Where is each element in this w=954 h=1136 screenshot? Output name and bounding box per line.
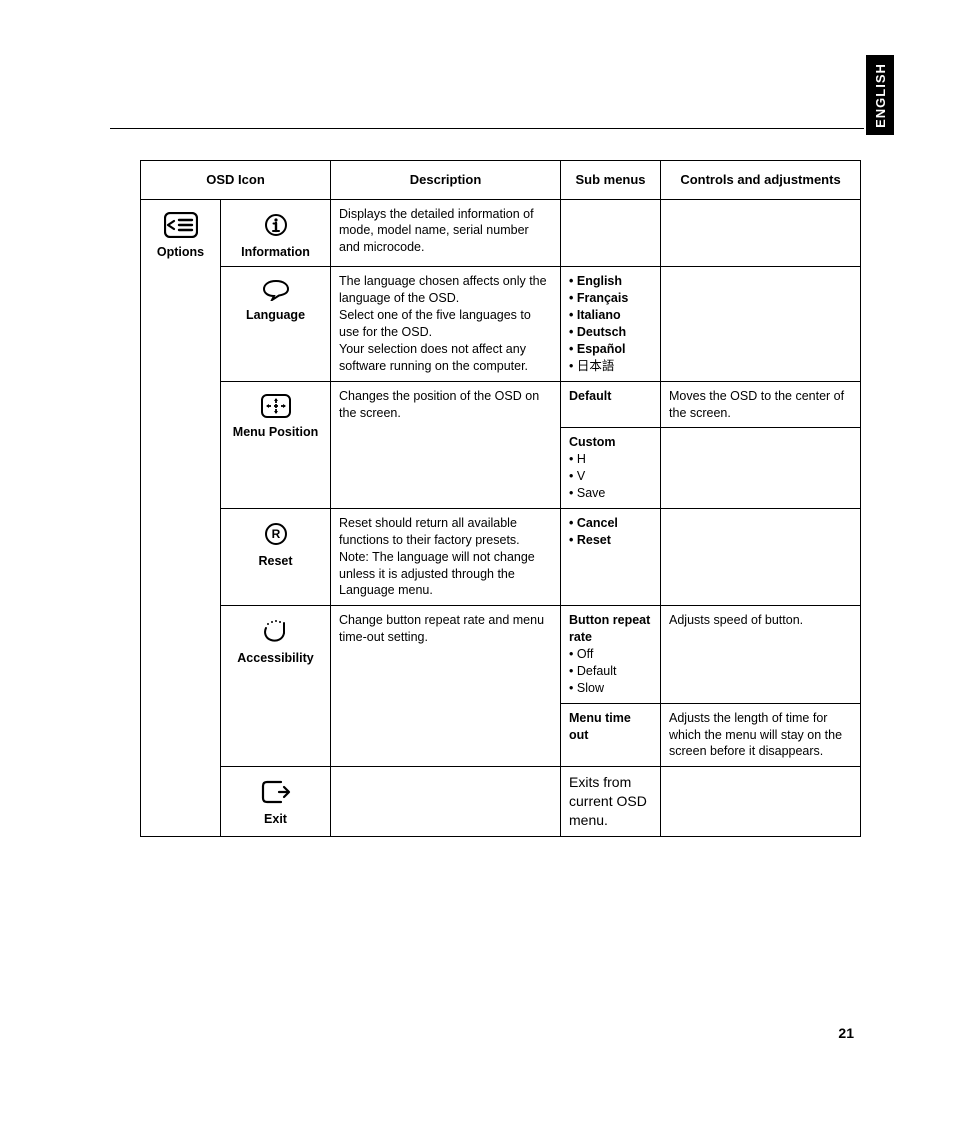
lang-opt-deutsch: Deutsch (577, 325, 626, 339)
page-number: 21 (838, 1025, 854, 1041)
accessibility-btn-title: Button repeat rate (569, 613, 650, 644)
lang-opt-japanese: 日本語 (577, 359, 615, 373)
information-sub (561, 199, 661, 267)
lang-opt-francais: Français (577, 291, 628, 305)
reset-desc: Reset should return all available functi… (331, 508, 561, 605)
information-icon (263, 212, 289, 238)
lang-opt-italiano: Italiano (577, 308, 621, 322)
lang-opt-english: English (577, 274, 622, 288)
row-reset: R Reset Reset should return all availabl… (141, 508, 861, 605)
menu-position-custom-title: Custom (569, 435, 616, 449)
accessibility-btn-off: Off (577, 647, 593, 661)
information-desc: Displays the detailed information of mod… (331, 199, 561, 267)
reset-icon: R (263, 521, 289, 547)
accessibility-icon-cell: Accessibility (221, 606, 331, 767)
exit-icon2-cell (331, 767, 561, 837)
language-label: Language (229, 307, 322, 324)
row-information: Options Information Displays the detaile… (141, 199, 861, 267)
exit-icon (261, 779, 291, 805)
exit-label: Exit (229, 811, 322, 828)
reset-label: Reset (229, 553, 322, 570)
exit-group-cell: Exit (221, 767, 331, 837)
accessibility-icon (261, 618, 291, 644)
accessibility-ctrl-button: Adjusts speed of button. (661, 606, 861, 703)
accessibility-sub-timeout: Menu time out (561, 703, 661, 767)
accessibility-sub-button: Button repeat rate • Off • Default • Slo… (561, 606, 661, 703)
osd-table: OSD Icon Description Sub menus Controls … (140, 160, 861, 837)
menu-position-sub-custom: Custom • H • V • Save (561, 428, 661, 509)
menu-position-desc: Changes the position of the OSD on the s… (331, 381, 561, 508)
accessibility-timeout-title: Menu time out (569, 711, 631, 742)
menu-position-custom-v: V (577, 469, 585, 483)
col-icon: OSD Icon (141, 161, 331, 200)
options-icon (164, 212, 198, 238)
col-ctrl: Controls and adjustments (661, 161, 861, 200)
information-icon-cell: Information (221, 199, 331, 267)
options-label: Options (149, 244, 212, 261)
language-icon (262, 279, 290, 301)
svg-text:R: R (271, 527, 280, 541)
table-header-row: OSD Icon Description Sub menus Controls … (141, 161, 861, 200)
accessibility-desc: Change button repeat rate and menu time-… (331, 606, 561, 767)
accessibility-label: Accessibility (229, 650, 322, 667)
row-menu-position-default: Menu Position Changes the position of th… (141, 381, 861, 428)
language-tab: ENGLISH (866, 55, 894, 135)
reset-icon-cell: R Reset (221, 508, 331, 605)
reset-opt-cancel: Cancel (577, 516, 618, 530)
menu-position-custom-save: Save (577, 486, 606, 500)
row-language: Language The language chosen affects onl… (141, 267, 861, 381)
accessibility-btn-slow: Slow (577, 681, 604, 695)
menu-position-custom-h: H (577, 452, 586, 466)
menu-position-default-label: Default (569, 389, 611, 403)
information-label: Information (229, 244, 322, 261)
language-icon-cell: Language (221, 267, 331, 381)
menu-position-sub-default: Default (561, 381, 661, 428)
row-exit: Exit Exits from current OSD menu. (141, 767, 861, 837)
information-ctrl (661, 199, 861, 267)
language-tab-label: ENGLISH (873, 63, 888, 128)
exit-desc: Exits from current OSD menu. (561, 767, 661, 837)
header-rule (110, 128, 864, 129)
accessibility-ctrl-timeout: Adjusts the length of time for which the… (661, 703, 861, 767)
col-desc: Description (331, 161, 561, 200)
language-desc: The language chosen affects only the lan… (331, 267, 561, 381)
col-sub: Sub menus (561, 161, 661, 200)
options-group-cell: Options (141, 199, 221, 836)
lang-opt-espanol: Español (577, 342, 626, 356)
language-ctrl (661, 267, 861, 381)
menu-position-icon-cell: Menu Position (221, 381, 331, 508)
exit-sub (661, 767, 861, 837)
reset-opt-reset: Reset (577, 533, 611, 547)
menu-position-icon (261, 394, 291, 418)
reset-sub: • Cancel • Reset (561, 508, 661, 605)
accessibility-btn-default: Default (577, 664, 617, 678)
reset-ctrl (661, 508, 861, 605)
row-accessibility-button: Accessibility Change button repeat rate … (141, 606, 861, 703)
menu-position-ctrl-custom (661, 428, 861, 509)
menu-position-label: Menu Position (229, 424, 322, 441)
menu-position-ctrl-default: Moves the OSD to the center of the scree… (661, 381, 861, 428)
language-sub: • English • Français • Italiano • Deutsc… (561, 267, 661, 381)
